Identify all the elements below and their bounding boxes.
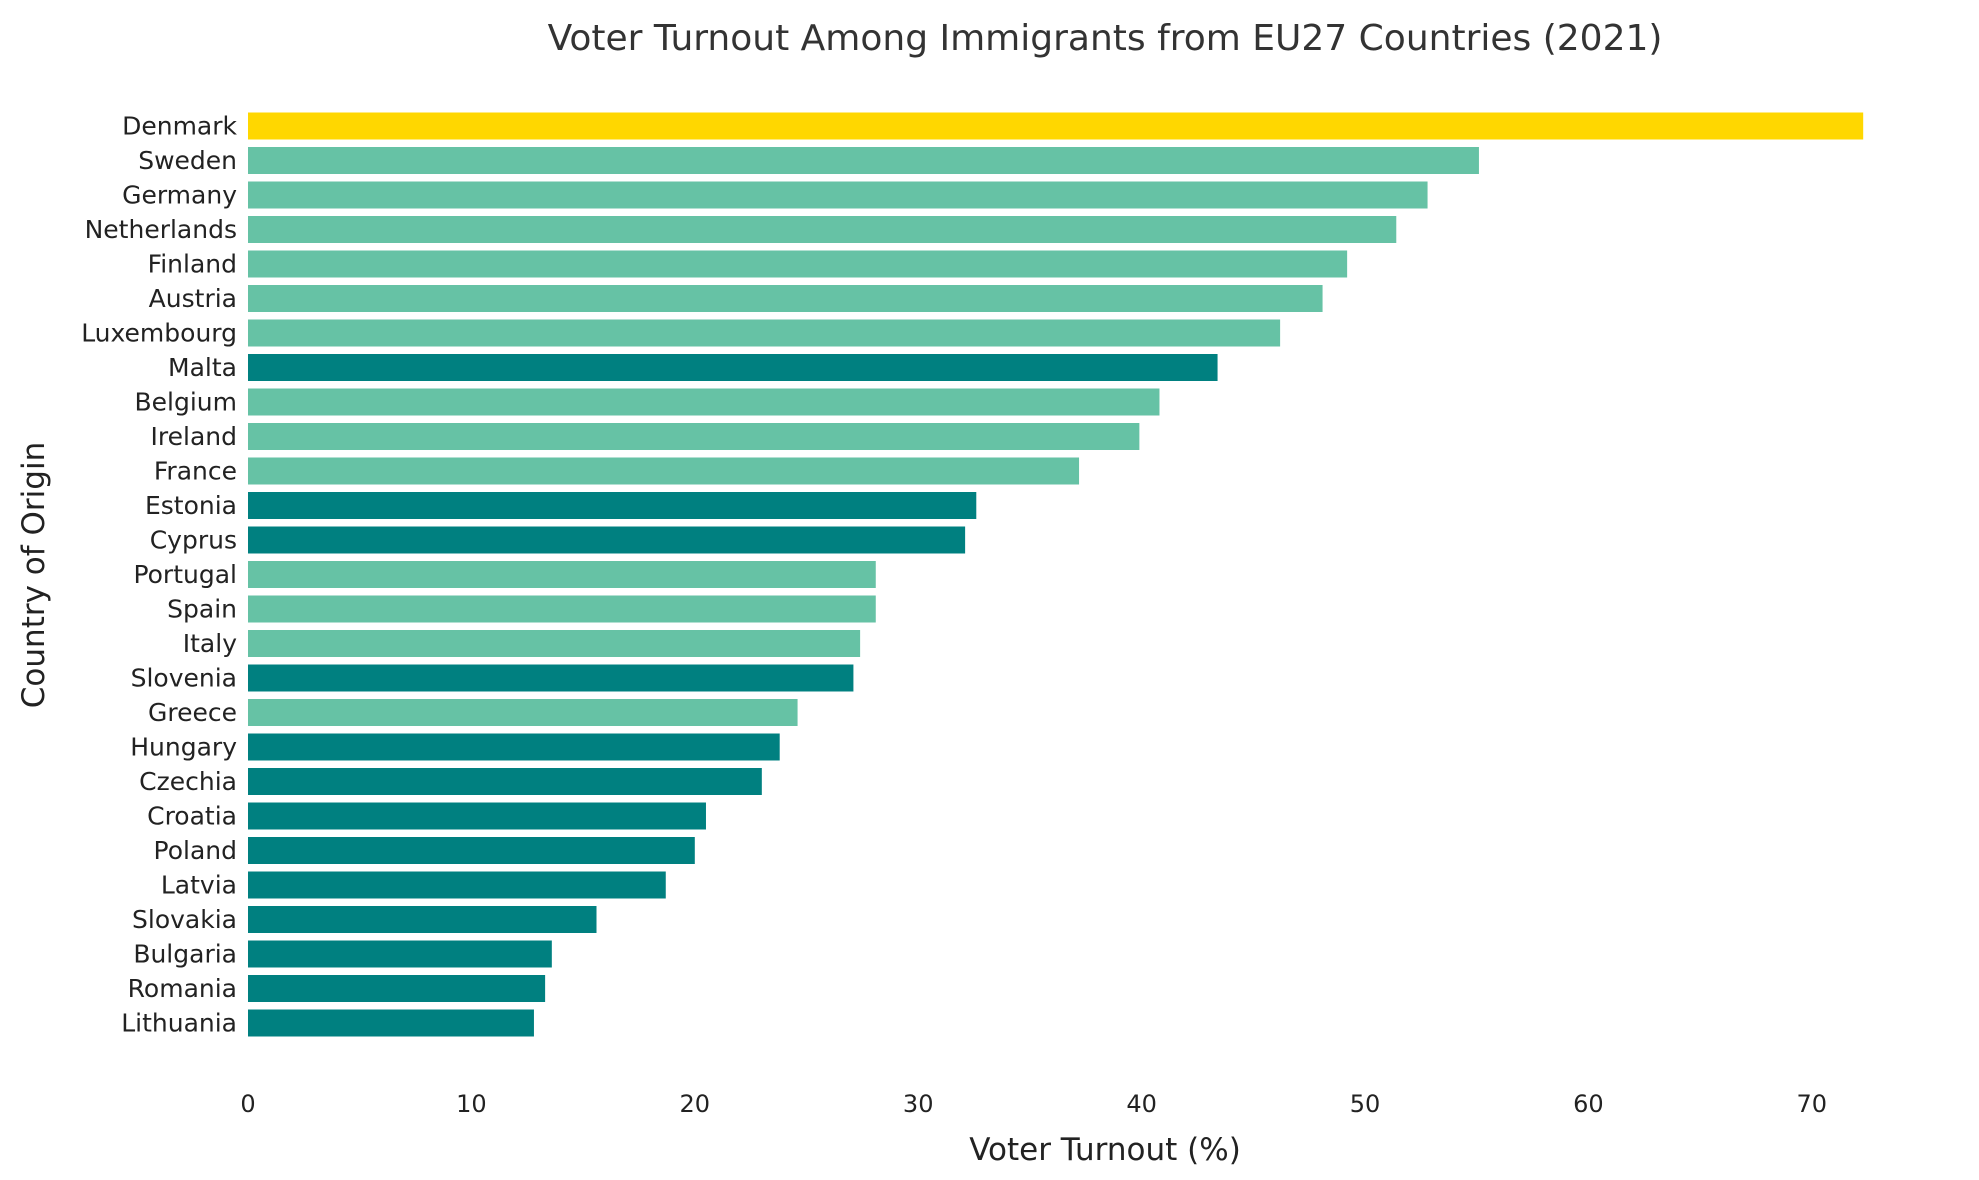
bar-belgium [248, 388, 1160, 416]
bar-greece [248, 699, 798, 726]
bar-romania [248, 975, 546, 1002]
bar-austria [248, 285, 1323, 312]
x-tick-label-60: 60 [1573, 1090, 1604, 1118]
category-label-slovakia: Slovakia [132, 905, 237, 934]
bar-lithuania [248, 1009, 534, 1037]
bar-croatia [248, 802, 706, 830]
bar-slovenia [248, 664, 854, 692]
bar-luxembourg [248, 319, 1281, 347]
category-label-lithuania: Lithuania [121, 1009, 237, 1038]
bar-ireland [248, 423, 1140, 450]
category-label-latvia: Latvia [161, 871, 237, 900]
category-label-sweden: Sweden [138, 146, 237, 175]
x-tick-label-50: 50 [1350, 1090, 1381, 1118]
bar-hungary [248, 733, 780, 761]
bar-netherlands [248, 216, 1397, 243]
category-label-czechia: Czechia [139, 767, 237, 796]
category-label-bulgaria: Bulgaria [133, 940, 237, 969]
bar-portugal [248, 561, 876, 588]
x-tick-label-10: 10 [456, 1090, 487, 1118]
category-label-austria: Austria [149, 284, 237, 313]
category-label-cyprus: Cyprus [150, 526, 237, 555]
category-label-italy: Italy [183, 629, 237, 658]
category-label-spain: Spain [167, 595, 237, 624]
category-label-romania: Romania [128, 974, 237, 1003]
bar-sweden [248, 147, 1479, 174]
category-label-belgium: Belgium [135, 388, 238, 417]
bar-slovakia [248, 906, 597, 933]
bar-cyprus [248, 526, 966, 554]
bar-denmark [248, 112, 1864, 140]
bar-bulgaria [248, 940, 552, 968]
x-tick-label-30: 30 [903, 1090, 934, 1118]
bars-group [248, 112, 1864, 1037]
bar-italy [248, 630, 861, 657]
x-tick-label-0: 0 [240, 1090, 255, 1118]
category-label-slovenia: Slovenia [131, 664, 237, 693]
category-label-malta: Malta [168, 353, 237, 382]
category-label-hungary: Hungary [130, 733, 237, 762]
category-label-croatia: Croatia [147, 802, 237, 831]
bar-poland [248, 837, 695, 864]
category-label-greece: Greece [148, 698, 237, 727]
x-axis-ticks: 0 10 20 30 40 50 60 70 [240, 1090, 1827, 1118]
category-label-ireland: Ireland [151, 422, 237, 451]
bar-finland [248, 250, 1348, 278]
x-axis-label: Voter Turnout (%) [969, 1132, 1241, 1168]
category-labels: Denmark Sweden Germany Netherlands Finland Au… [81, 112, 237, 1038]
category-label-denmark: Denmark [122, 112, 237, 141]
x-tick-label-40: 40 [1126, 1090, 1157, 1118]
category-label-portugal: Portugal [133, 560, 237, 589]
bar-spain [248, 595, 876, 623]
bar-germany [248, 181, 1428, 209]
bar-czechia [248, 768, 762, 795]
y-axis-label: Country of Origin [16, 442, 52, 708]
bar-estonia [248, 492, 977, 519]
category-label-poland: Poland [154, 836, 237, 865]
x-tick-label-20: 20 [680, 1090, 711, 1118]
category-label-finland: Finland [148, 250, 237, 279]
bar-malta [248, 354, 1218, 381]
bar-latvia [248, 871, 666, 899]
category-label-luxembourg: Luxembourg [81, 319, 237, 348]
category-label-netherlands: Netherlands [85, 215, 237, 244]
category-label-estonia: Estonia [145, 491, 237, 520]
category-label-france: France [154, 457, 237, 486]
category-label-germany: Germany [122, 181, 237, 210]
chart-title: Voter Turnout Among Immigrants from EU27… [548, 18, 1663, 59]
x-tick-label-70: 70 [1797, 1090, 1828, 1118]
bar-france [248, 457, 1080, 485]
